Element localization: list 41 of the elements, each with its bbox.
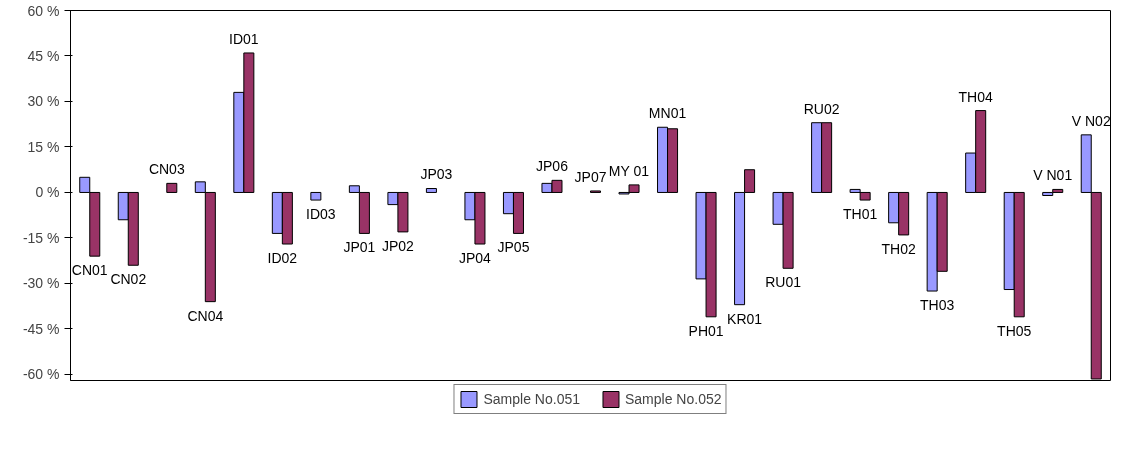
y-tick-label: -45 % (22, 320, 60, 337)
x-tick-label: JP04 (458, 250, 492, 267)
bar (425, 188, 437, 193)
x-tick-label: JP02 (381, 237, 415, 254)
x-tick-label: RU02 (803, 100, 840, 117)
y-tick-label: 0 % (35, 184, 60, 201)
y-tick-label: 15 % (27, 138, 60, 155)
x-tick-label: TH03 (920, 297, 955, 314)
legend-label: Sample No.052 (625, 391, 722, 407)
x-tick-label: ID01 (229, 30, 259, 47)
x-tick-label: JP07 (574, 168, 607, 185)
x-tick-label: TH02 (881, 240, 916, 257)
x-tick-label: V N01 (1033, 167, 1073, 184)
x-tick-label: TH01 (843, 206, 878, 223)
y-tick-label: 45 % (27, 47, 60, 64)
x-tick-label: JP01 (343, 239, 376, 256)
x-tick-label: TH05 (997, 322, 1032, 339)
x-tick-label: RU01 (765, 274, 802, 291)
x-tick-label: CN04 (187, 307, 224, 324)
y-tick-label: -30 % (22, 275, 60, 292)
x-tick-label: V N02 (1071, 112, 1111, 129)
y-tick-label: -15 % (22, 229, 60, 246)
x-tick-label: JP03 (420, 166, 453, 183)
legend-label: Sample No.051 (483, 391, 580, 407)
x-tick-label: CN03 (148, 161, 185, 178)
x-tick-label: CN01 (71, 262, 108, 279)
x-tick-label: ID02 (267, 250, 298, 267)
x-tick-label: KR01 (727, 310, 763, 327)
x-tick-label: ID03 (306, 206, 336, 223)
x-tick-label: MY 01 (608, 162, 650, 179)
x-tick-label: PH01 (688, 322, 724, 339)
x-tick-label: TH04 (958, 88, 994, 105)
x-tick-label: CN02 (110, 271, 147, 288)
y-tick-label: -60 % (22, 366, 60, 383)
y-tick-label: 60 % (27, 2, 60, 19)
x-tick-label: JP06 (536, 158, 569, 175)
bar (310, 191, 322, 201)
x-tick-label: JP05 (497, 239, 530, 256)
x-tick-label: MN01 (648, 105, 687, 122)
bar (166, 182, 178, 193)
y-tick-label: 30 % (27, 93, 60, 110)
